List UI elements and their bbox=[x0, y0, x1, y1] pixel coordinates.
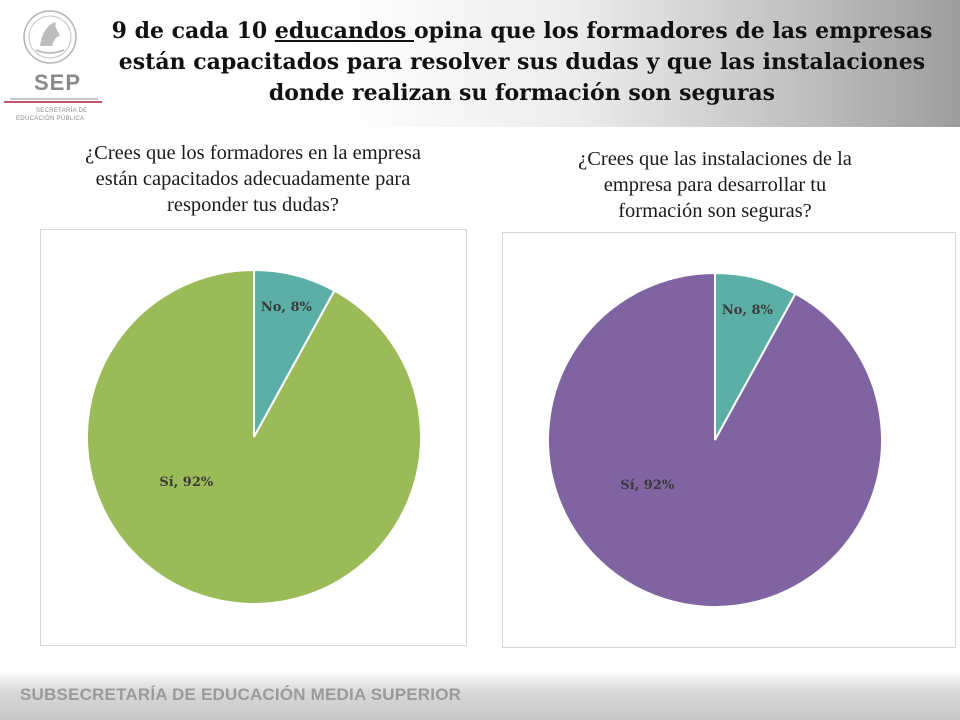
question-1-line: responder tus dudas? bbox=[167, 194, 339, 216]
logo-divider bbox=[10, 98, 98, 100]
pie-label-sí: Sí, 92% bbox=[620, 478, 674, 493]
header-band bbox=[0, 0, 960, 127]
logo-accent-line bbox=[4, 101, 102, 103]
title-part-2: opina que los formadores de las empresas… bbox=[118, 18, 933, 106]
question-1-line: ¿Crees que los formadores en la empresa bbox=[85, 142, 421, 164]
pie-slice-sí bbox=[547, 271, 883, 608]
pie-label-no: No, 8% bbox=[261, 300, 313, 315]
pie-chart-1-svg: No, 8% Sí, 92% bbox=[86, 268, 422, 605]
title-part-1: 9 de cada 10 bbox=[111, 18, 275, 44]
footer-text: SUBSECRETARÍA DE EDUCACIÓN MEDIA SUPERIO… bbox=[20, 685, 462, 704]
question-2-line: empresa para desarrollar tu bbox=[603, 174, 827, 196]
pie-chart-1: No, 8% Sí, 92% bbox=[40, 229, 467, 646]
eagle-seal-icon bbox=[23, 10, 77, 64]
question-2-line: formación son seguras? bbox=[618, 200, 812, 222]
logo-subtitle-2: EDUCACIÓN PÚBLICA bbox=[16, 116, 85, 122]
title-underlined: educandos bbox=[274, 18, 414, 44]
pie-chart-2: No, 8% Sí, 92% bbox=[502, 232, 956, 648]
question-1: ¿Crees que los formadores en la empresa … bbox=[22, 140, 484, 218]
question-1-line: están capacitados adecuadamente para bbox=[95, 168, 411, 190]
pie-chart-2-svg: No, 8% Sí, 92% bbox=[547, 271, 883, 608]
sep-logo: SEP SECRETARÍA DE EDUCACIÓN PÚBLICA bbox=[4, 8, 104, 123]
question-2-line: ¿Crees que las instalaciones de la bbox=[578, 148, 852, 170]
footer-band bbox=[0, 670, 960, 720]
question-2: ¿Crees que las instalaciones de la empre… bbox=[485, 146, 945, 224]
page-title: 9 de cada 10 educandos opina que los for… bbox=[92, 16, 952, 109]
sep-logo-text: SEP bbox=[34, 70, 82, 95]
logo-subtitle-1: SECRETARÍA DE bbox=[36, 108, 88, 114]
pie-slice-sí bbox=[86, 268, 422, 605]
pie-label-sí: Sí, 92% bbox=[159, 475, 213, 490]
pie-label-no: No, 8% bbox=[722, 303, 774, 318]
